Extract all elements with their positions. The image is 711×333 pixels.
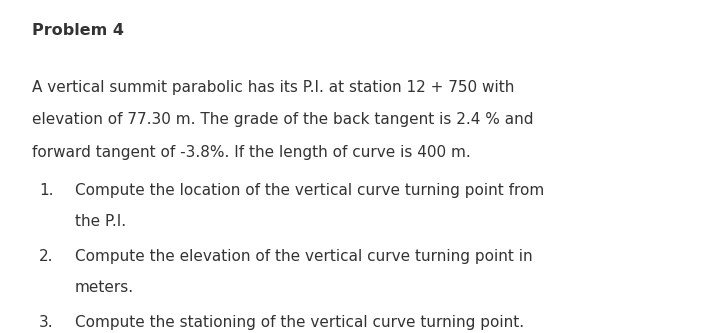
Text: forward tangent of -3.8%. If the length of curve is 400 m.: forward tangent of -3.8%. If the length … xyxy=(32,145,471,160)
Text: 3.: 3. xyxy=(39,315,54,330)
Text: A vertical summit parabolic has its P.I. at station 12 + 750 with: A vertical summit parabolic has its P.I.… xyxy=(32,80,514,95)
Text: Compute the location of the vertical curve turning point from: Compute the location of the vertical cur… xyxy=(75,183,544,198)
Text: 1.: 1. xyxy=(39,183,53,198)
Text: elevation of 77.30 m. The grade of the back tangent is 2.4 % and: elevation of 77.30 m. The grade of the b… xyxy=(32,112,533,127)
Text: 2.: 2. xyxy=(39,249,53,264)
Text: Problem 4: Problem 4 xyxy=(32,23,124,38)
Text: the P.I.: the P.I. xyxy=(75,214,126,229)
Text: Compute the elevation of the vertical curve turning point in: Compute the elevation of the vertical cu… xyxy=(75,249,533,264)
Text: meters.: meters. xyxy=(75,280,134,295)
Text: Compute the stationing of the vertical curve turning point.: Compute the stationing of the vertical c… xyxy=(75,315,524,330)
